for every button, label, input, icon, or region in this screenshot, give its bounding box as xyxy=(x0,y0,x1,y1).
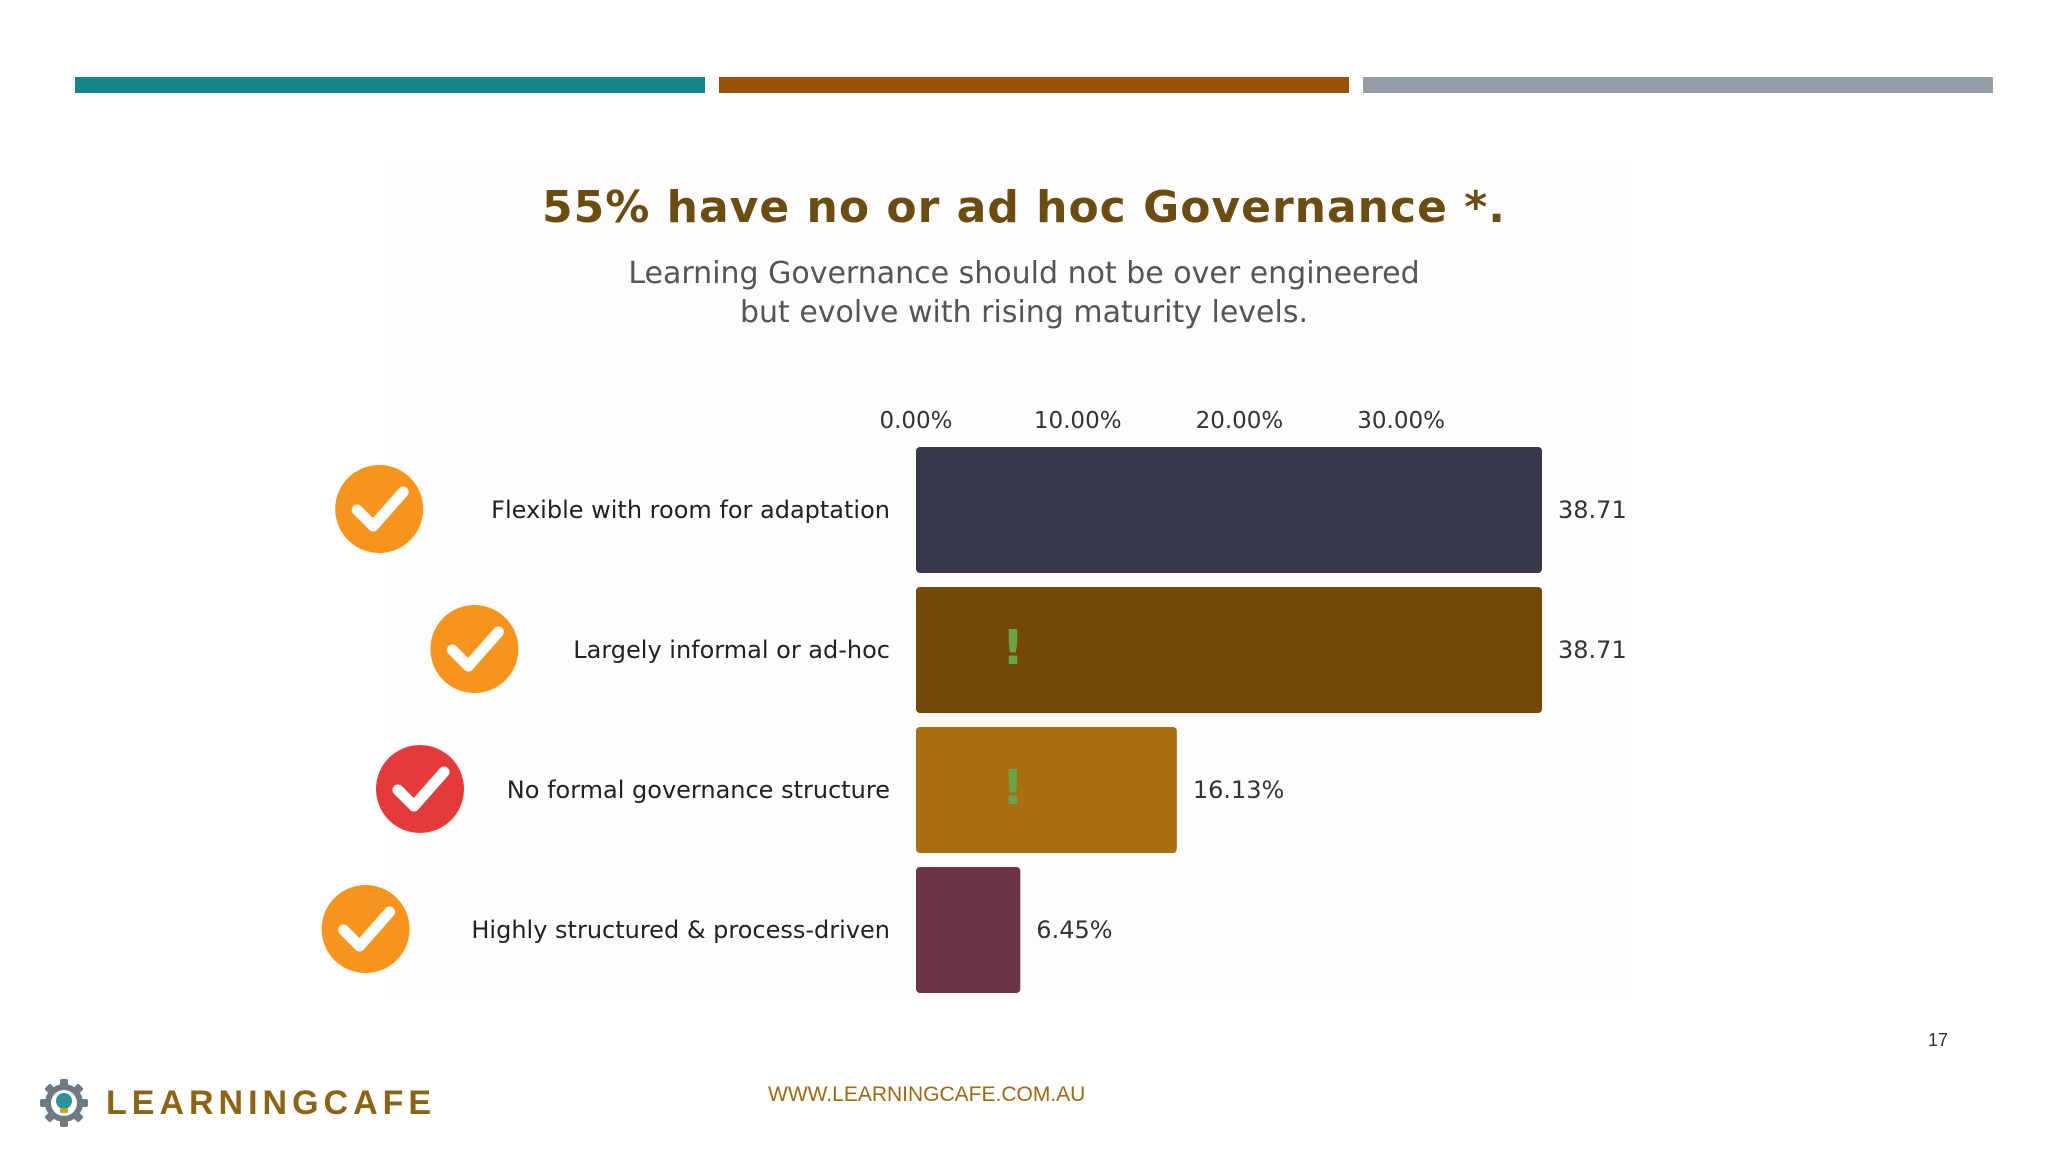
category-label: Largely informal or ad-hoc xyxy=(573,636,890,664)
check-badge-icon xyxy=(321,885,410,973)
x-tick-label: 10.00% xyxy=(1034,408,1122,434)
check-badge-icon xyxy=(376,745,464,833)
checkmark-icon xyxy=(351,486,409,532)
value-label: 38.71 xyxy=(1558,496,1627,524)
x-tick-label: 30.00% xyxy=(1357,408,1445,434)
value-label: 38.71 xyxy=(1558,636,1627,664)
learningcafe-logo: LEARNINGCAFE xyxy=(38,1077,436,1129)
checkmark-icon xyxy=(392,766,450,812)
top-accent-bar-teal xyxy=(75,77,705,93)
category-label: Highly structured & process-driven xyxy=(471,916,890,944)
chart-panel xyxy=(390,165,1630,1000)
gear-lightbulb-icon xyxy=(40,1079,88,1127)
x-tick-label: 0.00% xyxy=(879,408,952,434)
warning-exclamation-icon: ! xyxy=(1002,760,1024,816)
x-tick-label: 20.00% xyxy=(1196,408,1284,434)
bar xyxy=(916,867,1021,993)
top-accent-bar-brown xyxy=(719,77,1349,93)
bar xyxy=(916,447,1542,573)
checkmark-icon xyxy=(446,626,504,672)
check-badge-icon xyxy=(430,605,519,693)
value-label: 16.13% xyxy=(1193,776,1285,804)
category-label: Flexible with room for adaptation xyxy=(491,496,890,524)
bar xyxy=(916,727,1177,853)
page-number: 17 xyxy=(1928,1030,1949,1050)
footer-url[interactable]: WWW.LEARNINGCAFE.COM.AU xyxy=(768,1083,1086,1106)
value-label: 6.45% xyxy=(1036,916,1112,944)
chart-subtitle-line-1: Learning Governance should not be over e… xyxy=(628,256,1420,291)
check-badge-icon xyxy=(335,465,424,553)
warning-exclamation-icon: ! xyxy=(1002,620,1024,676)
category-label: No formal governance structure xyxy=(507,776,890,804)
top-accent-bar-gray xyxy=(1363,77,1993,93)
chart-subtitle-line-2: but evolve with rising maturity levels. xyxy=(739,295,1309,330)
checkmark-icon xyxy=(338,906,396,952)
chart-title: 55% have no or ad hoc Governance *. xyxy=(542,182,1506,233)
logo-text: LEARNINGCAFE xyxy=(106,1083,437,1122)
bar xyxy=(916,587,1542,713)
